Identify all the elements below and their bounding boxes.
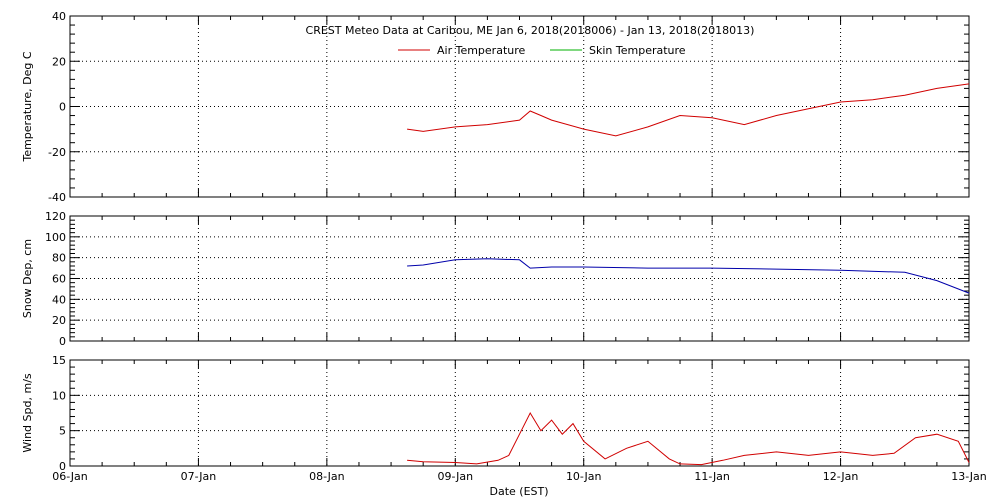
y-axis-label: Wind Spd, m/s	[21, 373, 34, 453]
plot-frame	[69, 359, 970, 467]
x-axis-label: Date (EST)	[489, 485, 548, 498]
y-tick-label: 120	[45, 210, 66, 223]
y-tick-label: 5	[59, 425, 66, 438]
temperature-panel: -40 -20 0 20 40 Temperature, Deg C	[21, 10, 970, 204]
y-tick-label: 20	[52, 314, 66, 327]
x-tick-label: 13-Jan	[951, 470, 987, 483]
y-tick-label: 80	[52, 252, 66, 265]
legend-skin-label: Skin Temperature	[589, 44, 686, 57]
y-tick-label: 40	[52, 293, 66, 306]
y-axis-label: Snow Dep, cm	[21, 239, 34, 318]
y-tick-label: 40	[52, 10, 66, 23]
y-tick-label: 20	[52, 55, 66, 68]
y-tick-label: 0	[59, 101, 66, 114]
snow-depth-panel: 0 20 40 60 80 100 120 Snow Dep, cm	[21, 210, 970, 348]
chart-title: CREST Meteo Data at Caribou, ME Jan 6, 2…	[306, 24, 755, 37]
y-tick-label: -20	[48, 146, 66, 159]
legend: Air Temperature Skin Temperature	[398, 44, 686, 57]
y-tick-label: 0	[59, 460, 66, 473]
series-line	[407, 411, 970, 466]
y-tick-label: 60	[52, 273, 66, 286]
x-tick-label: 12-Jan	[823, 470, 859, 483]
y-tick-label: 10	[52, 389, 66, 402]
y-tick-label: -40	[48, 191, 66, 204]
legend-air-label: Air Temperature	[437, 44, 526, 57]
x-tick-label: 10-Jan	[566, 470, 602, 483]
wind-speed-panel: 0 5 10 15 Wind Spd, m/s 06-Jan 07-Jan 08-Jan 09-…	[21, 354, 987, 483]
y-tick-label: 0	[59, 335, 66, 348]
x-tick-label: 09-Jan	[438, 470, 474, 483]
series-line	[407, 83, 970, 137]
x-tick-label: 06-Jan	[52, 470, 88, 483]
y-axis-label: Temperature, Deg C	[21, 51, 34, 162]
x-tick-label: 07-Jan	[181, 470, 217, 483]
x-tick-label: 08-Jan	[309, 470, 345, 483]
series-line	[407, 258, 970, 294]
x-tick-label: 11-Jan	[694, 470, 730, 483]
y-tick-label: 15	[52, 354, 66, 367]
y-tick-label: 100	[45, 231, 66, 244]
